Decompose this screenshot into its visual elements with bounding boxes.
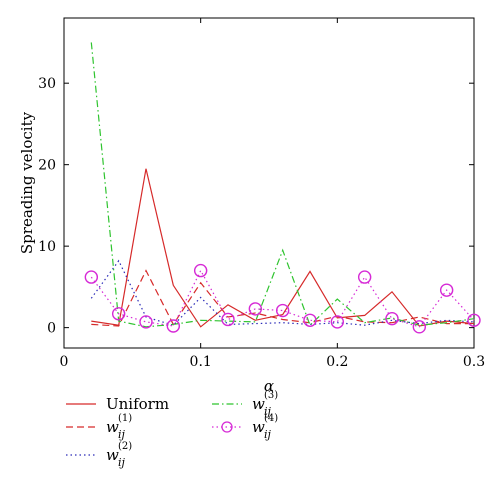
legend-label: w [106,446,119,464]
series-line [91,168,475,328]
legend-item: w ij (4) [212,413,278,441]
series-point [330,315,345,329]
series-point [111,307,126,321]
legend-item: w ij (2) [66,441,132,469]
legend-marker [221,421,233,433]
x-tick-label: 0.3 [463,354,485,370]
legend-subscript: ij [118,456,126,469]
plot-frame [63,17,475,349]
legend-label: Uniform [106,395,169,413]
series-line [90,269,475,328]
series-point [139,315,153,329]
y-tick-label: 0 [47,321,56,337]
series-1 [91,168,475,328]
series-point [221,312,235,327]
series-point [385,311,399,326]
series-point [84,270,99,284]
legend-superscript: (1) [118,413,132,424]
series-point [166,319,181,333]
series-line [91,269,474,327]
legend-item: w ij (1) [66,413,132,441]
legend-label: w [252,395,265,413]
x-tick-label: 0.1 [190,354,212,370]
series-point [357,270,372,284]
series-4 [90,42,475,328]
legend-superscript: (2) [118,441,132,452]
y-tick-label: 20 [38,158,56,174]
series-point [193,263,208,278]
y-tick-label: 30 [38,76,56,92]
legend-label: w [106,418,119,436]
legend-label: w [252,418,265,436]
x-tick-label: 0.2 [326,354,348,370]
x-tick-label: 0 [60,354,69,370]
series-3 [90,259,475,326]
series-layer [84,42,481,334]
legend-item: Uniform [66,395,169,413]
series-point [467,313,481,327]
series-2 [91,269,474,327]
series-line [90,259,475,326]
y-axis-ticks: 0 10 20 30 [38,76,474,337]
x-axis-ticks: 0 0.1 0.2 0.3 [60,18,485,370]
legend-subscript: ij [118,428,126,441]
series-line [90,42,475,328]
legend-superscript: (4) [264,413,278,424]
x-axis-label: α [264,377,274,395]
legend-superscript: (3) [264,390,278,401]
y-tick-label: 10 [38,239,56,255]
legend-item: w ij (3) [212,390,278,418]
series-point [412,320,427,334]
series-5 [84,263,481,334]
series-point [248,302,263,316]
y-axis-label: Spreading velocity [18,111,36,254]
series-point [303,313,317,327]
legend-subscript: ij [264,405,272,418]
legend-subscript: ij [264,428,272,441]
series-point [275,303,290,318]
series-point [439,283,454,297]
